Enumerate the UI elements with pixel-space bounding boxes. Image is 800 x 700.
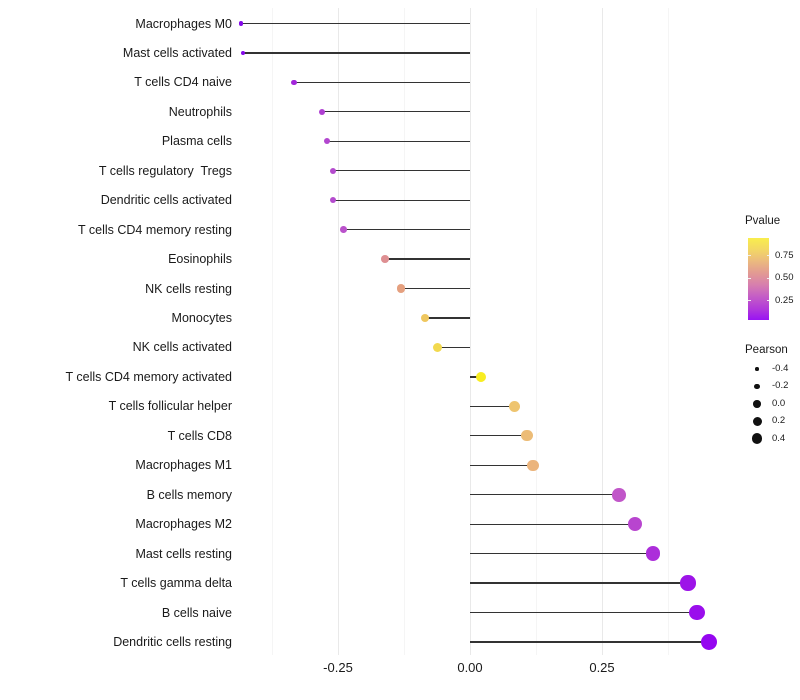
lollipop-dot	[330, 196, 337, 204]
lollipop-stem	[470, 582, 689, 584]
pearson-legend-dot	[753, 400, 761, 408]
lollipop-dot	[396, 284, 405, 293]
pearson-legend-dot	[751, 433, 763, 444]
lollipop-stem	[470, 641, 710, 643]
pvalue-tick-mark	[748, 277, 751, 279]
lollipop-dot	[381, 255, 389, 263]
lollipop-dot	[319, 108, 326, 115]
pvalue-tick-label: 0.50	[775, 272, 794, 284]
category-label: B cells memory	[146, 487, 232, 502]
lollipop-dot	[339, 226, 347, 233]
lollipop-stem	[384, 258, 470, 260]
category-label: B cells naive	[161, 605, 232, 620]
lollipop-dot	[701, 633, 718, 650]
lollipop-stem	[333, 170, 470, 172]
category-label: Dendritic cells activated	[100, 193, 232, 208]
pearson-legend-label: 0.2	[772, 415, 786, 427]
lollipop-stem	[400, 287, 470, 290]
pvalue-tick-mark	[748, 300, 751, 302]
pearson-legend-label: -0.4	[772, 363, 789, 374]
major-gridline	[601, 8, 603, 655]
pvalue-tick-mark	[766, 277, 769, 279]
lollipop-stem	[470, 552, 654, 555]
category-label: Macrophages M0	[135, 16, 232, 31]
lollipop-stem	[470, 435, 528, 437]
category-label: T cells CD8	[167, 428, 232, 443]
category-label: NK cells activated	[132, 340, 232, 355]
minor-gridline	[271, 8, 273, 655]
pvalue-tick-mark	[766, 300, 769, 302]
lollipop-stem	[470, 405, 515, 407]
pearson-legend-dot	[755, 367, 759, 371]
lollipop-stem	[470, 611, 698, 614]
pvalue-gradient-bar	[748, 238, 769, 320]
lollipop-dot	[680, 575, 696, 591]
major-gridline	[337, 8, 339, 655]
lollipop-stem	[470, 494, 619, 496]
pvalue-tick-label: 0.25	[775, 294, 794, 306]
lollipop-dot	[330, 167, 337, 174]
lollipop-stem	[470, 464, 533, 466]
lollipop-dot	[645, 546, 661, 561]
pvalue-tick-label: 0.75	[775, 249, 794, 261]
pvalue-tick-mark	[766, 255, 769, 257]
category-label: Eosinophils	[168, 252, 232, 267]
category-label: Macrophages M2	[135, 517, 232, 532]
lollipop-stem	[470, 523, 636, 525]
lollipop-dot	[628, 517, 643, 532]
legend-pearson-title: Pearson	[745, 344, 788, 356]
lollipop-stem	[333, 199, 470, 201]
pearson-legend-dot	[754, 383, 760, 390]
category-label: T cells CD4 memory resting	[78, 222, 232, 237]
lollipop-dot	[527, 459, 539, 471]
category-label: Mast cells activated	[122, 45, 232, 60]
legend-pvalue-title: Pvalue	[745, 215, 781, 227]
lollipop-stem	[242, 52, 470, 54]
pearson-legend-label: -0.2	[772, 380, 789, 392]
pearson-legend-label: 0.0	[772, 397, 786, 409]
lollipop-dot	[509, 400, 521, 412]
lollipop-dot	[240, 50, 246, 55]
category-label: T cells CD4 naive	[134, 75, 232, 90]
x-axis-tick-label: -0.25	[323, 660, 353, 675]
lollipop-stem	[470, 376, 482, 378]
lollipop-dot	[291, 79, 297, 86]
lollipop-dot	[689, 604, 705, 621]
category-label: T cells CD4 memory activated	[65, 369, 233, 384]
pvalue-tick-mark	[748, 255, 751, 257]
lollipop-dot	[612, 487, 626, 502]
lollipop-stem	[425, 317, 470, 319]
category-label: Neutrophils	[168, 104, 232, 119]
category-label: Macrophages M1	[135, 458, 232, 473]
category-label: Monocytes	[171, 311, 232, 325]
lollipop-dot	[420, 313, 430, 323]
lollipop-dot	[476, 371, 487, 382]
category-label: T cells follicular helper	[108, 399, 232, 414]
lollipop-stem	[326, 140, 470, 142]
minor-gridline	[535, 8, 537, 655]
lollipop-stem	[343, 229, 470, 231]
pearson-legend-dot	[752, 416, 762, 426]
minor-gridline	[403, 8, 405, 655]
lollipop-stem	[437, 346, 470, 349]
lollipop-stem	[240, 22, 470, 25]
major-gridline	[469, 8, 471, 655]
lollipop-stem	[322, 111, 470, 113]
lollipop-dot	[521, 430, 533, 442]
lollipop-dot	[238, 21, 243, 26]
category-label: Mast cells resting	[135, 546, 232, 561]
lollipop-dot	[323, 138, 331, 145]
category-label: T cells regulatory Tregs	[98, 163, 232, 178]
category-label: NK cells resting	[145, 281, 232, 296]
x-axis-tick-label: 0.00	[457, 660, 483, 675]
pearson-legend-label: 0.4	[772, 432, 786, 444]
category-label: Dendritic cells resting	[113, 634, 232, 649]
minor-gridline	[667, 8, 669, 655]
lollipop-stem	[294, 81, 470, 84]
category-label: Plasma cells	[161, 134, 232, 149]
lollipop-dot	[433, 342, 443, 352]
x-axis-tick-label: 0.25	[589, 660, 615, 675]
category-label: T cells gamma delta	[120, 576, 232, 591]
